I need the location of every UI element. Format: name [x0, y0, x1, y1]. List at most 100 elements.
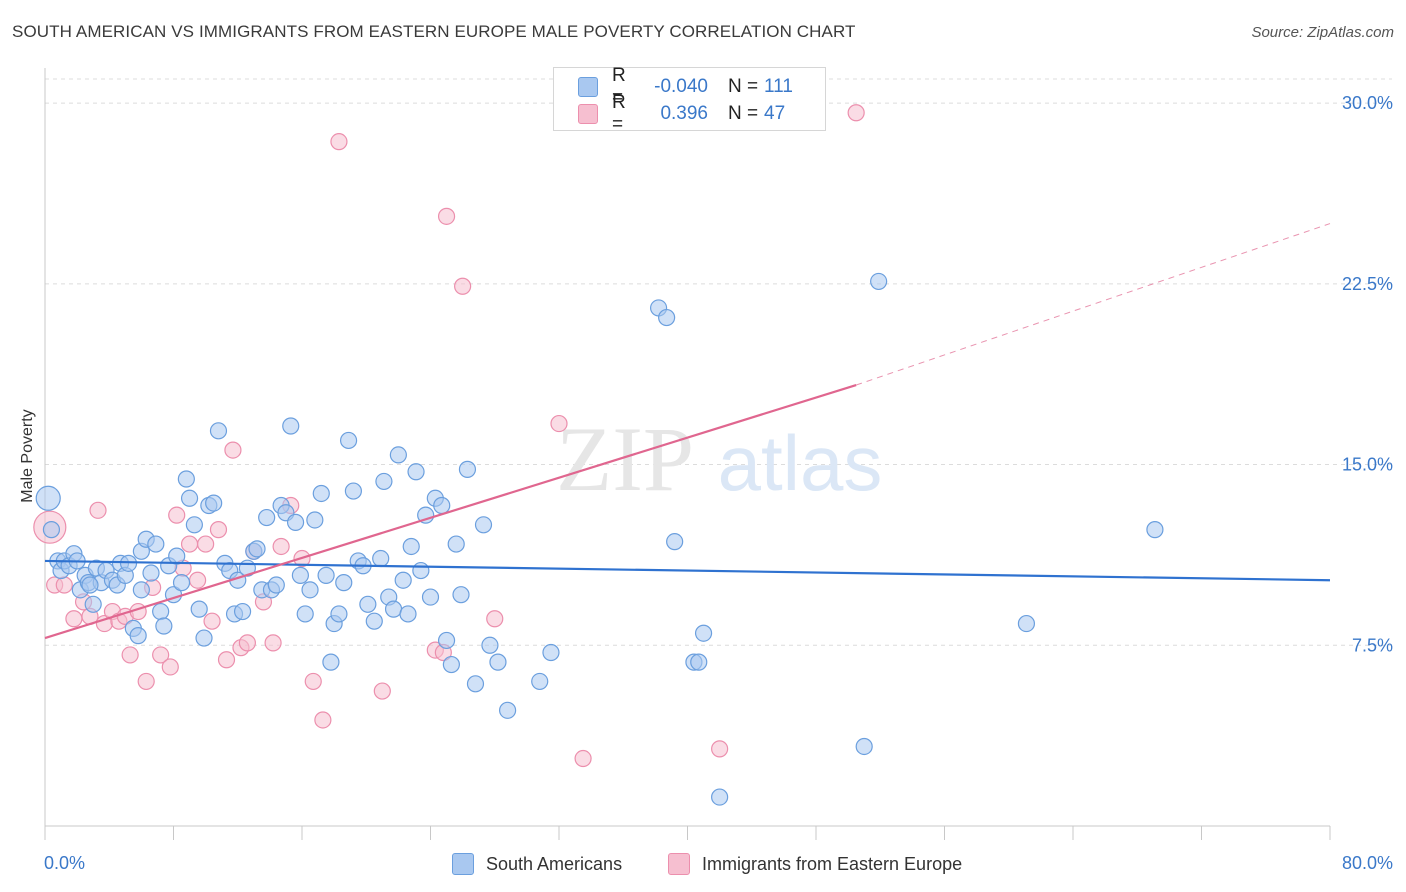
pink-point	[168, 506, 186, 524]
blue-point	[402, 537, 420, 556]
pink-point	[224, 441, 242, 459]
pink-point	[304, 672, 322, 691]
blue-point	[499, 701, 517, 719]
blue-point	[185, 516, 203, 534]
pink-point	[486, 610, 504, 628]
trend-line-extension-eastern-europe	[855, 223, 1331, 386]
legend-swatch-blue	[578, 77, 598, 97]
watermark-atlas: atlas	[718, 419, 883, 507]
legend-n-value: 47	[764, 103, 786, 124]
pink-point	[373, 682, 391, 700]
blue-point	[458, 460, 477, 478]
blue-point	[152, 602, 170, 621]
pink-point	[550, 414, 568, 433]
blue-point	[282, 417, 300, 435]
blue-point	[694, 624, 713, 642]
blue-point	[322, 653, 340, 671]
legend-r-label: R =	[612, 65, 626, 108]
pink-point	[454, 277, 472, 295]
pink-point	[209, 521, 228, 539]
blue-point	[359, 595, 377, 613]
blue-point	[481, 636, 499, 654]
blue-point	[335, 574, 353, 592]
y-tick-label: 22.5%	[1342, 274, 1393, 294]
pink-point	[711, 740, 729, 758]
blue-point	[421, 588, 440, 606]
blue-point	[399, 605, 417, 623]
blue-point	[142, 564, 160, 582]
blue-point	[209, 422, 228, 440]
blue-point	[132, 581, 150, 599]
blue-point	[317, 566, 335, 584]
pink-point	[121, 646, 139, 664]
bottom-legend-label: Immigrants from Eastern Europe	[702, 853, 963, 874]
blue-point	[42, 521, 61, 539]
blue-point	[81, 576, 99, 594]
source-label: Source: ZipAtlas.com	[1251, 24, 1394, 41]
blue-point	[168, 547, 186, 565]
pink-point	[217, 651, 236, 669]
legend-r-value: -0.040	[654, 76, 708, 97]
x-tick-label: 80.0%	[1342, 853, 1393, 873]
pink-point	[203, 612, 221, 630]
blue-point	[407, 463, 425, 481]
pink-point	[55, 576, 73, 594]
pink-point	[89, 501, 107, 519]
watermark: ZIP atlas	[556, 408, 882, 510]
blue-point	[296, 605, 314, 623]
blue-point	[1146, 521, 1164, 539]
blue-point	[442, 655, 460, 674]
legend-row-eastern-europe: R = 0.396 N = 47	[578, 92, 786, 135]
legend-row-south-americans: R = -0.040 N = 111	[578, 65, 793, 108]
blue-point	[384, 600, 403, 618]
blue-point	[711, 788, 729, 806]
blue-point	[389, 446, 407, 464]
legend-r-label: R =	[612, 92, 626, 135]
blue-point	[344, 482, 362, 500]
blue-point	[330, 605, 348, 623]
blue-point	[466, 675, 485, 693]
bottom-legend-swatch-blue	[452, 853, 474, 875]
blue-point	[286, 513, 305, 531]
blue-point	[190, 600, 208, 618]
pink-point	[65, 610, 83, 628]
pink-point	[238, 634, 256, 652]
legend-n-value: 111	[764, 76, 793, 97]
blue-point	[474, 516, 493, 534]
blue-point	[542, 643, 560, 662]
pink-point	[137, 672, 155, 691]
trend-line-eastern-europe	[44, 383, 857, 640]
bottom-legend-swatch-pink	[668, 853, 690, 875]
blue-point	[437, 631, 456, 650]
pink-point	[272, 537, 290, 556]
pink-point	[161, 658, 179, 676]
blue-point	[180, 489, 199, 507]
blue-point	[412, 561, 430, 580]
legend-n-label: N =	[728, 103, 759, 124]
blue-point	[129, 627, 147, 645]
blue-point	[258, 508, 276, 527]
blue-point	[301, 581, 319, 599]
blue-point	[870, 272, 888, 291]
blue-point	[312, 484, 330, 503]
blue-point	[35, 485, 61, 511]
legend-r-value: 0.396	[660, 103, 708, 124]
blue-point	[855, 737, 873, 756]
blue-point	[267, 576, 285, 594]
pink-point	[437, 207, 456, 225]
watermark-zip: ZIP	[556, 408, 694, 510]
trend-line-south-americans	[44, 559, 1331, 582]
blue-point	[172, 574, 191, 592]
blue-point	[433, 496, 451, 515]
blue-point	[177, 470, 195, 488]
y-tick-label: 7.5%	[1352, 635, 1393, 655]
chart-title: SOUTH AMERICAN VS IMMIGRANTS FROM EASTER…	[12, 22, 856, 41]
x-tick-label: 0.0%	[44, 853, 85, 873]
y-tick-label: 30.0%	[1342, 93, 1393, 113]
legend-n-label: N =	[728, 76, 759, 97]
bottom-legend-eastern-europe: Immigrants from Eastern Europe	[668, 851, 962, 877]
blue-point	[306, 511, 324, 529]
blue-point	[291, 566, 309, 584]
pink-point	[197, 535, 215, 553]
pink-point	[188, 571, 207, 589]
